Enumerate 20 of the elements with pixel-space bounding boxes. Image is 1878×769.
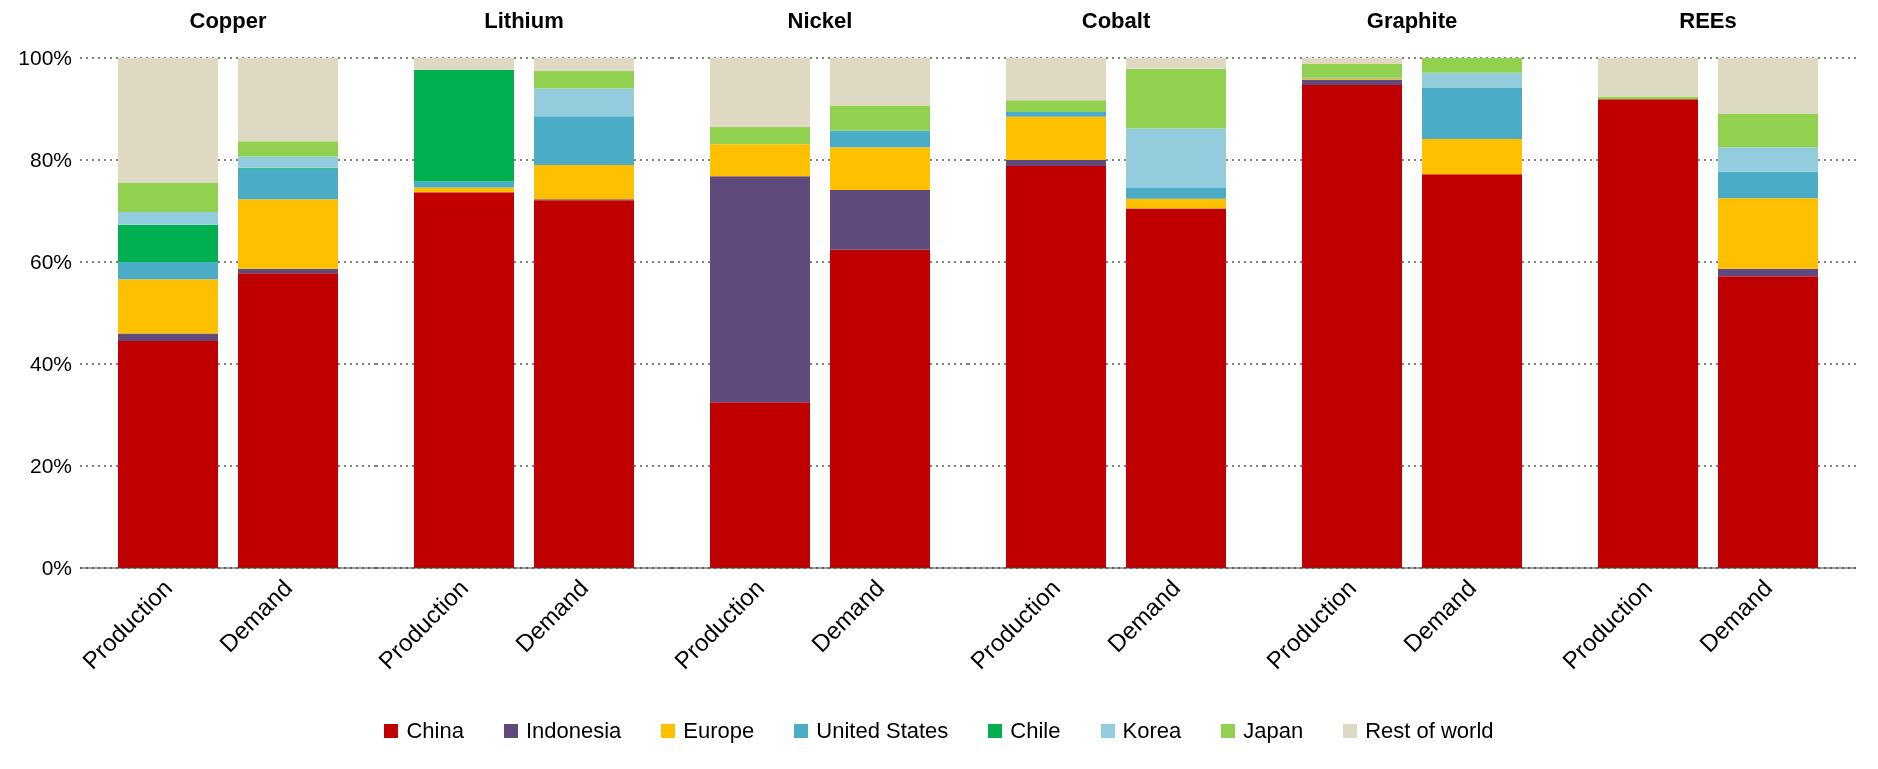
legend-label: Indonesia <box>525 718 622 744</box>
legend-label: China <box>406 718 464 744</box>
legend-label: Japan <box>1243 718 1304 744</box>
chart-title: Cobalt <box>1080 8 1152 35</box>
y-tick-label: 20% <box>29 454 72 478</box>
y-tick-label: 40% <box>29 352 72 376</box>
chart-title: Lithium <box>483 8 565 35</box>
legend-label: United States <box>816 718 949 744</box>
chart-title: REEs <box>1678 8 1738 35</box>
y-tick-label: 80% <box>29 148 72 172</box>
legend-label: Europe <box>683 718 755 744</box>
legend-label: Rest of world <box>1365 718 1494 744</box>
y-tick-label: 0% <box>41 556 72 580</box>
chart-title: Graphite <box>1365 8 1459 35</box>
chart-title: Nickel <box>786 8 854 35</box>
chart-title: Copper <box>188 8 268 35</box>
y-tick-label: 100% <box>18 46 72 70</box>
legend-label: Chile <box>1010 718 1061 744</box>
legend-label: Korea <box>1122 718 1182 744</box>
y-tick-label: 60% <box>29 250 72 274</box>
